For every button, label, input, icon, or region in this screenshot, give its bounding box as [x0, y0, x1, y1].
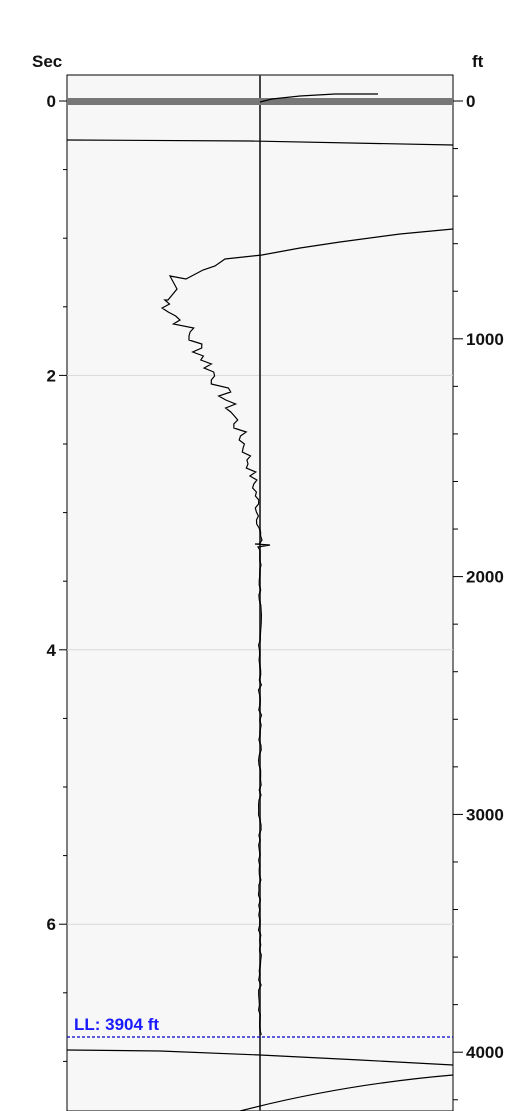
left-tick-label: 2	[47, 366, 56, 385]
right-axis-ticks: 0 1000 2000 3000 4000	[453, 92, 504, 1101]
bottom-boundary-trace-1	[66, 1049, 454, 1066]
right-tick-label: 4000	[466, 1043, 504, 1062]
ll-depth-label: LL: 3904 ft	[74, 1015, 159, 1034]
left-tick-label: 6	[47, 915, 56, 934]
bottom-boundary-trace-2	[239, 1074, 454, 1111]
right-tick-label: 3000	[466, 805, 504, 824]
left-tick-label: 0	[47, 92, 56, 111]
right-tick-label: 0	[466, 92, 475, 111]
log-traces	[66, 93, 454, 1111]
right-axis-unit: ft	[472, 52, 484, 71]
right-tick-label: 2000	[466, 568, 504, 587]
right-tick-label: 1000	[466, 330, 504, 349]
main-log-trace	[160, 228, 454, 1036]
left-axis-ticks: 0 2 4 6	[47, 92, 67, 1062]
top-boundary-trace	[66, 139, 454, 146]
surface-spike-trace	[259, 93, 378, 103]
left-axis-unit: Sec	[32, 52, 62, 71]
left-tick-label: 4	[47, 641, 57, 660]
